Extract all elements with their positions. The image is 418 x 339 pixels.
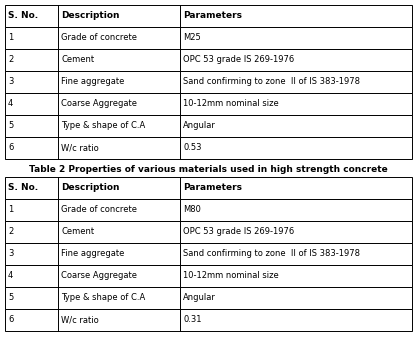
Text: Angular: Angular [183,294,216,302]
Text: 6: 6 [8,143,13,153]
Bar [5,287,412,309]
Text: 4: 4 [8,100,13,108]
Text: Description: Description [61,12,120,20]
Bar [5,243,412,265]
Text: Type & shape of C.A: Type & shape of C.A [61,121,145,131]
Bar [5,137,412,159]
Text: OPC 53 grade IS 269-1976: OPC 53 grade IS 269-1976 [183,56,294,64]
Text: Grade of concrete: Grade of concrete [61,205,137,215]
Text: Angular: Angular [183,121,216,131]
Text: S. No.: S. No. [8,183,38,193]
Text: Grade of concrete: Grade of concrete [61,34,137,42]
Bar [5,71,412,93]
Bar [5,5,412,27]
Text: W/c ratio: W/c ratio [61,143,99,153]
Text: 1: 1 [8,34,13,42]
Text: W/c ratio: W/c ratio [61,316,99,324]
Bar [5,309,412,331]
Text: 4: 4 [8,272,13,280]
Text: OPC 53 grade IS 269-1976: OPC 53 grade IS 269-1976 [183,227,294,237]
Text: 2: 2 [8,227,13,237]
Text: Coarse Aggregate: Coarse Aggregate [61,100,137,108]
Bar [5,177,412,199]
Text: Sand confirming to zone  II of IS 383-1978: Sand confirming to zone II of IS 383-197… [183,250,360,259]
Text: Cement: Cement [61,56,94,64]
Bar [5,49,412,71]
Text: 0.31: 0.31 [183,316,201,324]
Text: 6: 6 [8,316,13,324]
Bar [5,93,412,115]
Text: M25: M25 [183,34,201,42]
Text: 0.53: 0.53 [183,143,201,153]
Text: Table 2 Properties of various materials used in high strength concrete: Table 2 Properties of various materials … [29,165,388,175]
Text: 5: 5 [8,121,13,131]
Bar [5,27,412,49]
Text: 5: 5 [8,294,13,302]
Text: 3: 3 [8,250,13,259]
Text: S. No.: S. No. [8,12,38,20]
Text: Sand confirming to zone  II of IS 383-1978: Sand confirming to zone II of IS 383-197… [183,78,360,86]
Text: 1: 1 [8,205,13,215]
Bar [5,199,412,221]
Text: Fine aggregate: Fine aggregate [61,250,125,259]
Bar [5,221,412,243]
Text: M80: M80 [183,205,201,215]
Text: 10-12mm nominal size: 10-12mm nominal size [183,100,279,108]
Text: 10-12mm nominal size: 10-12mm nominal size [183,272,279,280]
Bar [5,115,412,137]
Text: Coarse Aggregate: Coarse Aggregate [61,272,137,280]
Text: 2: 2 [8,56,13,64]
Text: Description: Description [61,183,120,193]
Text: Parameters: Parameters [183,12,242,20]
Text: Fine aggregate: Fine aggregate [61,78,125,86]
Text: Type & shape of C.A: Type & shape of C.A [61,294,145,302]
Text: 3: 3 [8,78,13,86]
Text: Parameters: Parameters [183,183,242,193]
Text: Cement: Cement [61,227,94,237]
Bar [5,265,412,287]
